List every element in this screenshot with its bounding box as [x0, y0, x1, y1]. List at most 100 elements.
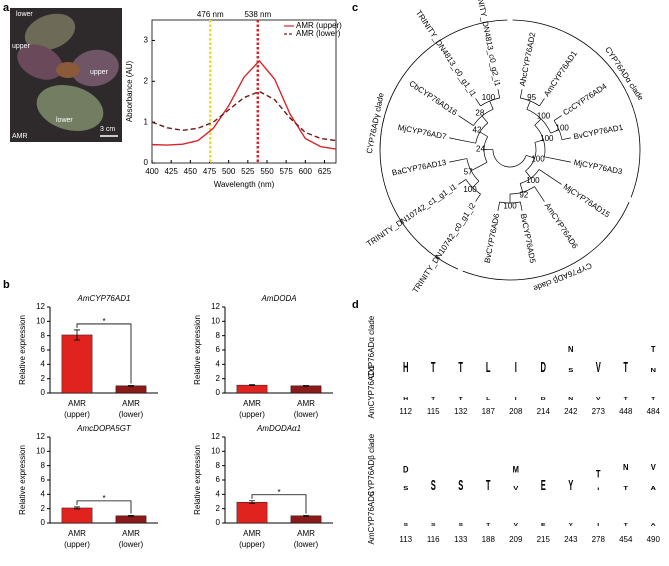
- phylogenetic-tree: AhcCYP76AD2 AmCYP76AD1 95 CcCYP76AD4 BvCYP76…: [365, 0, 646, 295]
- position-label: 448: [619, 407, 633, 416]
- branch-arc: [520, 169, 540, 184]
- significance-label: *: [102, 317, 105, 326]
- y-tick-label: 12: [36, 302, 45, 311]
- leaf-label: AmCYP76AD1: [542, 49, 579, 98]
- x-tick-label: 400: [145, 167, 159, 176]
- leaf: [17, 44, 63, 80]
- position-label: 209: [509, 535, 523, 544]
- branch: [534, 139, 544, 143]
- logo-letter: S: [403, 486, 409, 491]
- y-tick-label: 3: [144, 36, 149, 45]
- leaf: [36, 84, 104, 132]
- logo-letter: T: [651, 345, 656, 355]
- y-tick-label: 6: [216, 345, 221, 354]
- branch-arc: [473, 109, 494, 126]
- error-bar: [249, 384, 255, 387]
- error-bar: [303, 385, 309, 387]
- series-line: [151, 60, 337, 150]
- significance-bracket: [251, 494, 307, 514]
- residue: V: [513, 523, 518, 528]
- branch: [550, 129, 560, 134]
- bar: [61, 334, 93, 394]
- significance-bracket: [76, 500, 132, 514]
- branch: [479, 131, 488, 137]
- x-tick-label: 525: [241, 167, 255, 176]
- x-tick-label: AMR (lower): [119, 529, 144, 549]
- x-tick-label: AMR (lower): [294, 529, 319, 549]
- logo-letter: S: [458, 479, 463, 494]
- logo-letter: Y: [568, 479, 573, 494]
- branch: [526, 155, 535, 159]
- residue: S: [431, 523, 436, 528]
- sequence-row-label: AmCYP76AD6: [367, 491, 376, 544]
- branch-arc: [466, 158, 480, 182]
- branch: [458, 179, 467, 185]
- logo-letter: T: [458, 361, 463, 376]
- residue: T: [624, 397, 629, 402]
- marker-label: 476 nm: [197, 10, 224, 19]
- residue: I: [597, 523, 599, 528]
- y-axis-label: Relative expression: [18, 315, 27, 385]
- photo-label: lower: [56, 117, 73, 124]
- photo-label: upper: [90, 69, 109, 76]
- support-value: 100: [531, 154, 545, 163]
- logo-letter: V: [651, 463, 657, 473]
- logo-letter: A: [651, 486, 657, 492]
- significance-label: *: [102, 494, 105, 503]
- logo-letter: D: [403, 464, 408, 475]
- chart-title: AmcDOPA5GT: [76, 424, 132, 433]
- y-tick-label: 0: [41, 518, 46, 527]
- x-tick-label: 475: [203, 167, 217, 176]
- position-label: 133: [454, 535, 468, 544]
- support-value: 100: [463, 185, 477, 194]
- y-tick-label: 8: [216, 461, 221, 470]
- residue: V: [596, 397, 601, 402]
- branch: [472, 180, 480, 188]
- x-tick-label: AMR (upper): [64, 529, 90, 549]
- y-tick-label: 2: [41, 374, 46, 383]
- series-line: [151, 90, 337, 142]
- y-tick-label: 12: [36, 432, 45, 441]
- y-tick-label: 0: [41, 388, 46, 397]
- branch: [525, 170, 532, 179]
- panel-label: a: [3, 2, 10, 14]
- y-axis-label: Relative expression: [193, 445, 202, 515]
- residue: S: [458, 523, 463, 528]
- bar: [61, 507, 93, 524]
- support-value: 95: [527, 93, 536, 102]
- photo-label: lower: [16, 11, 33, 18]
- position-label: 242: [564, 407, 578, 416]
- leaf-label: MjCYP76AD3: [573, 158, 624, 177]
- x-tick-label: AMR (upper): [64, 399, 90, 419]
- branch: [519, 201, 523, 211]
- y-tick-label: 6: [41, 475, 46, 484]
- residue: T: [459, 397, 464, 402]
- branch: [497, 201, 501, 211]
- logo-letter: S: [568, 368, 574, 374]
- logo-letter: N: [651, 368, 657, 374]
- x-tick-label: 625: [318, 167, 332, 176]
- panel-label: c: [352, 2, 358, 14]
- branch: [539, 98, 545, 107]
- y-tick-label: 6: [41, 345, 46, 354]
- chart-title: AmDODA: [260, 294, 296, 303]
- significance-bracket: [76, 323, 132, 384]
- x-tick-label: 450: [184, 167, 198, 176]
- bar: [115, 515, 147, 524]
- x-axis-label: Wavelength (nm): [214, 180, 275, 189]
- logo-letter: T: [486, 479, 491, 494]
- y-tick-label: 6: [216, 475, 221, 484]
- support-value: 100: [537, 112, 551, 121]
- position-label: 132: [454, 407, 468, 416]
- bar: [290, 385, 322, 394]
- x-tick-label: 500: [222, 167, 236, 176]
- clade-label: CYP76ADα clade: [603, 45, 645, 102]
- x-tick-label: 425: [164, 167, 178, 176]
- y-tick-label: 12: [211, 432, 220, 441]
- x-tick-label: 550: [260, 167, 274, 176]
- logo-letter: N: [623, 463, 629, 473]
- branch: [538, 169, 562, 185]
- y-tick-label: 4: [41, 359, 46, 368]
- x-tick-label: AMR (upper): [239, 529, 265, 549]
- y-tick-label: 10: [211, 316, 220, 325]
